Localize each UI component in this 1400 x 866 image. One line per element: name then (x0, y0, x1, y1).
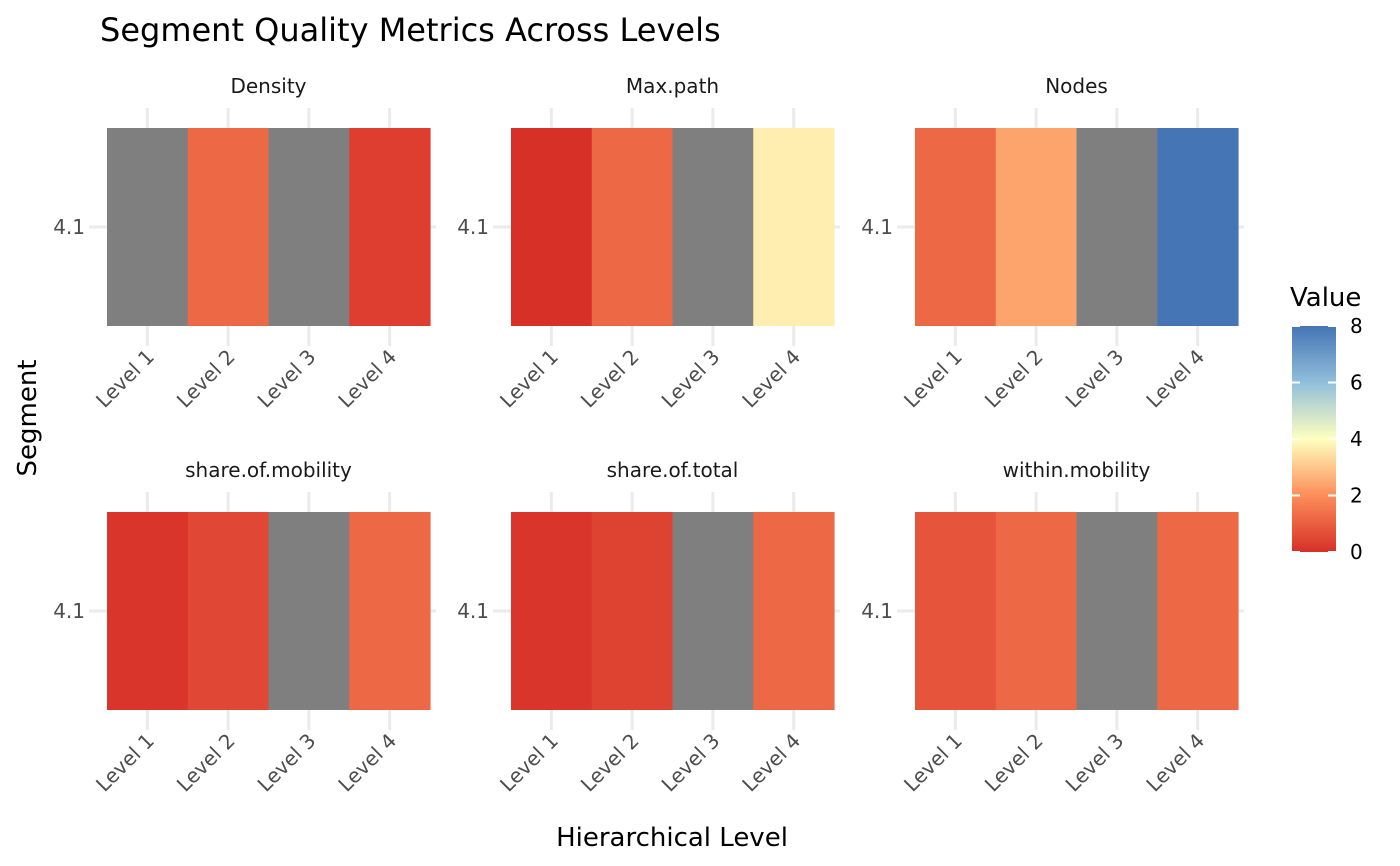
heatmap-tile (511, 128, 593, 326)
facet-label: Max.path (626, 74, 719, 98)
x-tick-label: Level 2 (576, 729, 644, 797)
x-tick-label: Level 2 (172, 345, 240, 413)
y-tick-label: 4.1 (861, 599, 893, 623)
x-tick-label: Level 4 (1141, 729, 1209, 797)
legend-tick-label: 2 (1350, 484, 1363, 508)
x-tick-label: Level 1 (91, 729, 159, 797)
x-tick-label: Level 1 (899, 729, 967, 797)
y-tick-label: 4.1 (53, 599, 85, 623)
panel: share.of.total 4.1 Level 1 Level 2 Level 3 Le… (457, 458, 840, 796)
y-axis-title: Segment (13, 360, 43, 477)
x-tick-label: Level 3 (1061, 345, 1129, 413)
x-tick-label: Level 4 (737, 729, 805, 797)
heatmap-tile (107, 512, 189, 710)
facet-label: share.of.mobility (185, 458, 352, 482)
x-tick-label: Level 2 (980, 345, 1048, 413)
x-tick-label: Level 3 (657, 729, 725, 797)
heatmap-tile (349, 128, 431, 326)
heatmap-tile (672, 512, 754, 710)
heatmap-tile (995, 128, 1078, 326)
x-tick-label: Level 4 (737, 345, 805, 413)
legend-tick-label: 0 (1350, 540, 1363, 564)
legend-tick-label: 6 (1350, 371, 1363, 395)
heatmap-tile (995, 512, 1078, 710)
y-tick-label: 4.1 (457, 215, 489, 239)
heatmap-tile (915, 512, 997, 710)
y-tick-label: 4.1 (53, 215, 85, 239)
chart-title: Segment Quality Metrics Across Levels (100, 11, 721, 49)
heatmap-tile (1157, 512, 1239, 710)
y-tick-label: 4.1 (457, 599, 489, 623)
facet-label: Nodes (1045, 74, 1108, 98)
heatmap-tile (187, 128, 270, 326)
heatmap-tile (1157, 128, 1239, 326)
x-tick-label: Level 2 (576, 345, 644, 413)
heatmap-tile (591, 512, 674, 710)
x-tick-label: Level 4 (1141, 345, 1209, 413)
heatmap-tile (753, 128, 835, 326)
facet-label: within.mobility (1003, 458, 1151, 482)
panel: Density 4.1 Level 1 Level 2 Level 3 Level 4 (53, 74, 436, 412)
legend-tick-label: 4 (1350, 427, 1363, 451)
x-tick-label: Level 3 (253, 345, 321, 413)
x-tick-label: Level 1 (91, 345, 159, 413)
x-tick-label: Level 4 (333, 729, 401, 797)
panel: Max.path 4.1 Level 1 Level 2 Level 3 Level 4 (457, 74, 840, 412)
legend-title: Value (1290, 283, 1361, 313)
heatmap-tile (107, 128, 189, 326)
heatmap-tile (1076, 512, 1158, 710)
facet-label: share.of.total (607, 458, 739, 482)
x-tick-label: Level 1 (899, 345, 967, 413)
x-tick-label: Level 3 (253, 729, 321, 797)
y-tick-label: 4.1 (861, 215, 893, 239)
heatmap-tile (268, 512, 350, 710)
heatmap-tile (268, 128, 350, 326)
x-tick-label: Level 4 (333, 345, 401, 413)
panel: Nodes 4.1 Level 1 Level 2 Level 3 Level 4 (861, 74, 1244, 412)
heatmap-tile (349, 512, 431, 710)
x-tick-label: Level 2 (172, 729, 240, 797)
heatmap-tile (672, 128, 754, 326)
x-tick-label: Level 2 (980, 729, 1048, 797)
heatmap-tile (187, 512, 270, 710)
heatmap-tile (591, 128, 674, 326)
heatmap-tile (915, 128, 997, 326)
x-tick-label: Level 3 (1061, 729, 1129, 797)
x-tick-label: Level 3 (657, 345, 725, 413)
legend: Value 0 2 4 6 8 (1290, 283, 1363, 564)
legend-tick-label: 8 (1350, 314, 1363, 338)
heatmap-tile (1076, 128, 1158, 326)
x-axis-title: Hierarchical Level (556, 823, 788, 853)
x-tick-label: Level 1 (495, 729, 563, 797)
heatmap-tile (753, 512, 835, 710)
heatmap-tile (511, 512, 593, 710)
facet-label: Density (230, 74, 306, 98)
x-tick-label: Level 1 (495, 345, 563, 413)
